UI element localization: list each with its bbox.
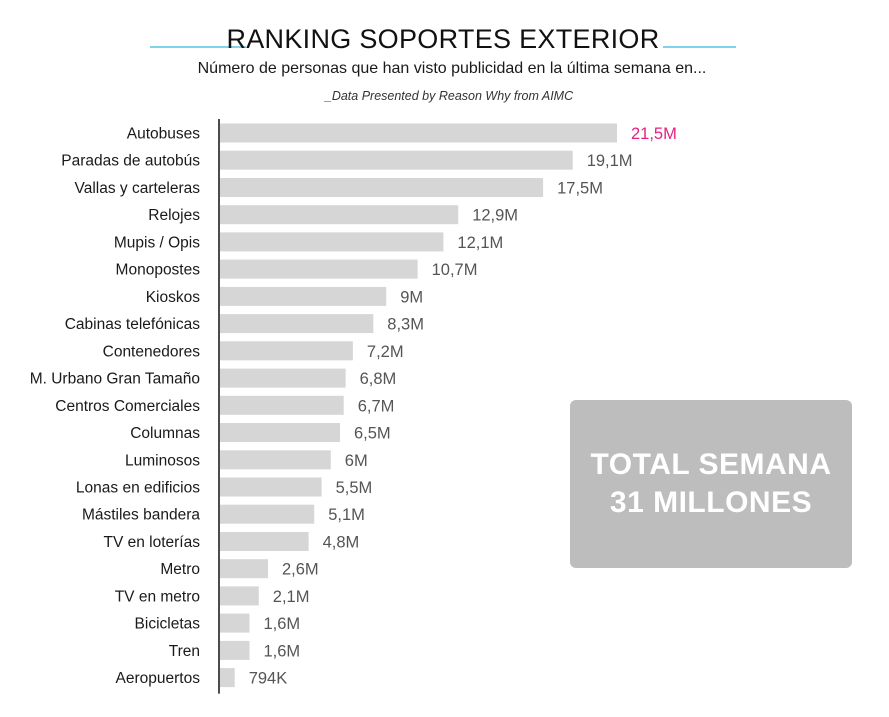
value-label: 2,1M <box>273 588 310 606</box>
bar <box>220 314 374 334</box>
value-label: 6M <box>345 452 368 470</box>
category-label: Mupis / Opis <box>114 234 200 251</box>
bar <box>220 559 268 579</box>
value-label: 17,5M <box>557 180 603 198</box>
category-label: Vallas y carteleras <box>75 180 201 197</box>
bar <box>220 668 235 688</box>
total-label: TOTAL SEMANA <box>590 448 832 481</box>
category-label: Lonas en edificios <box>76 480 200 497</box>
category-label: Bicicletas <box>135 616 201 633</box>
category-label: Metro <box>160 561 200 578</box>
bar <box>220 341 353 361</box>
value-label: 4,8M <box>323 534 360 552</box>
category-label: Columnas <box>130 425 200 442</box>
bar <box>220 286 387 306</box>
bar <box>220 450 331 470</box>
value-label: 7,2M <box>367 343 404 361</box>
bar <box>220 178 544 197</box>
category-label: Cabinas telefónicas <box>65 316 201 333</box>
value-label: 19,1M <box>587 152 633 170</box>
bar <box>220 586 259 606</box>
bar <box>220 504 315 524</box>
category-label: Contenedores <box>103 343 201 360</box>
title-accent-line-right <box>663 46 736 48</box>
category-label: Luminosos <box>125 452 200 469</box>
value-label: 12,9M <box>472 207 518 225</box>
category-label: M. Urbano Gran Tamaño <box>30 371 200 388</box>
value-label: 794K <box>249 670 288 688</box>
value-label: 1,6M <box>264 642 301 660</box>
bar <box>220 423 340 442</box>
bar <box>220 259 418 279</box>
bar <box>220 640 250 660</box>
category-label: Tren <box>169 643 200 660</box>
category-label: Autobuses <box>127 126 200 143</box>
chart-title: RANKING SOPORTES EXTERIOR <box>226 24 660 54</box>
value-label: 6,7M <box>358 397 395 415</box>
value-label: 21,5M <box>631 125 677 143</box>
value-label: 5,1M <box>328 506 365 524</box>
value-label: 8,3M <box>387 316 424 334</box>
category-label: Relojes <box>148 207 200 224</box>
value-label: 6,5M <box>354 425 391 443</box>
category-label: Mástiles bandera <box>82 507 200 524</box>
bar <box>220 477 322 497</box>
data-source: _Data Presented by Reason Why from AIMC <box>324 89 574 103</box>
category-label: Paradas de autobús <box>61 153 200 170</box>
category-label: Centros Comerciales <box>55 398 200 415</box>
category-label: Aeropuertos <box>116 670 201 687</box>
bar <box>220 205 459 225</box>
bar <box>220 395 344 415</box>
total-box: TOTAL SEMANA 31 MILLONES <box>570 400 852 568</box>
value-label: 9M <box>400 288 423 306</box>
bar <box>220 613 250 633</box>
category-label: TV en metro <box>115 588 200 605</box>
category-label: TV en loterías <box>104 534 201 551</box>
category-label: Monopostes <box>116 262 201 279</box>
value-label: 10,7M <box>432 261 478 279</box>
value-label: 5,5M <box>336 479 373 497</box>
total-value: 31 MILLONES <box>609 486 813 519</box>
chart-subtitle: Número de personas que han visto publici… <box>197 60 707 77</box>
bar <box>220 232 444 252</box>
bar <box>220 532 309 551</box>
value-label: 6,8M <box>360 370 397 388</box>
title-accent-line-left <box>150 46 246 48</box>
value-label: 12,1M <box>457 234 503 252</box>
value-label: 2,6M <box>282 561 319 579</box>
category-label: Kioskos <box>146 289 201 306</box>
value-label: 1,6M <box>264 615 301 633</box>
bar <box>220 368 346 388</box>
bar <box>220 150 573 170</box>
bar <box>220 123 617 143</box>
